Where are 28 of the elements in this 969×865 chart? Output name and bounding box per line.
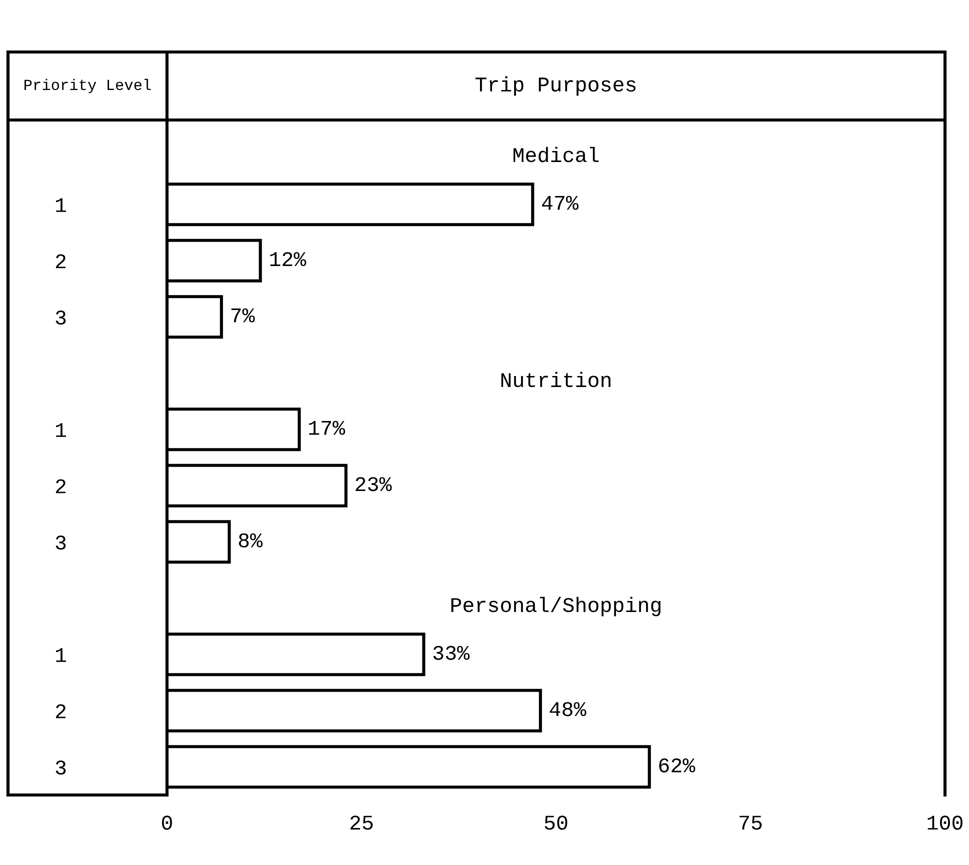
y-tick-label: 1 xyxy=(56,648,66,662)
data-label: 17% xyxy=(309,420,346,435)
chart-title: Trip Purposes xyxy=(476,76,636,96)
data-label: 7% xyxy=(231,308,255,322)
annotation: Nutrition xyxy=(501,372,610,388)
x-tick-label: 25 xyxy=(350,816,373,830)
y-tick-label: 2 xyxy=(56,479,66,494)
data-label: 8% xyxy=(238,533,263,548)
data-label: 23% xyxy=(356,477,392,492)
x-tick-label: 0 xyxy=(162,816,172,830)
data-label: 12% xyxy=(270,252,306,266)
y-tick-label: 1 xyxy=(56,198,66,212)
annotation: Medical xyxy=(514,146,599,162)
data-label: 62% xyxy=(659,758,696,772)
x-tick-label: 50 xyxy=(544,816,568,830)
y-tick-label: 3 xyxy=(56,760,66,775)
annotation: Personal/Shopping xyxy=(451,596,660,616)
y-tick-label: 3 xyxy=(56,310,66,325)
y-tick-label: 2 xyxy=(56,704,66,718)
data-label: 48% xyxy=(550,702,586,716)
y-tick-label: 2 xyxy=(56,254,66,268)
y-tick-label: 3 xyxy=(56,535,66,550)
x-tick-label: 100 xyxy=(928,816,962,830)
data-label: 47% xyxy=(542,196,579,210)
y-tick-label: 1 xyxy=(56,423,66,437)
x-tick-label: 75 xyxy=(740,816,762,830)
y-axis-title: Priority Level xyxy=(24,78,151,94)
data-label: 33% xyxy=(433,646,470,660)
